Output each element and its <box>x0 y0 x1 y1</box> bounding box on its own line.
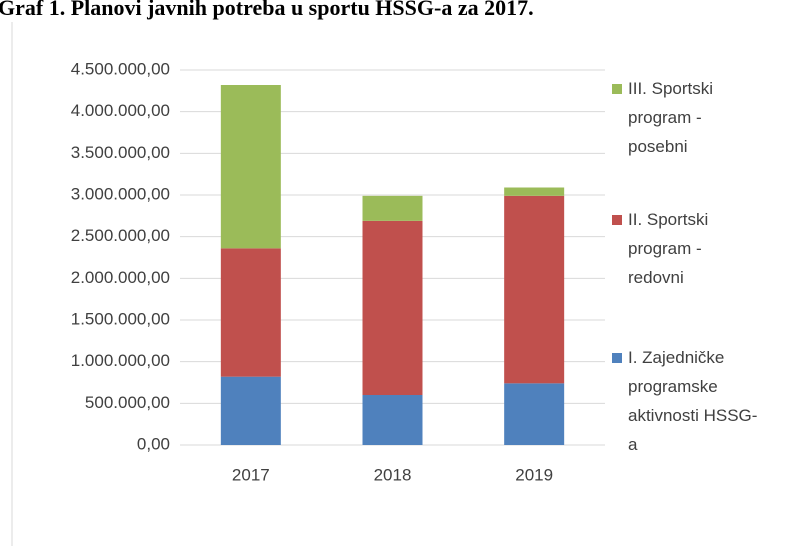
chart-title: Graf 1. Planovi javnih potreba u sportu … <box>0 0 534 20</box>
x-tick-label: 2017 <box>232 465 270 484</box>
y-tick-label: 2.000.000,00 <box>71 268 170 287</box>
bar-segment <box>362 195 423 221</box>
bar-segment <box>220 376 281 445</box>
legend-entry: III. Sportski program - posebni <box>612 74 762 161</box>
legend-swatch <box>612 353 622 363</box>
y-tick-label: 500.000,00 <box>85 393 170 412</box>
bar-segment <box>504 195 565 384</box>
legend-label: II. Sportski program - redovni <box>628 210 709 287</box>
legend-entry: I. Zajedničke programske aktivnosti HSSG… <box>612 343 762 459</box>
x-tick-label: 2019 <box>515 465 553 484</box>
y-tick-label: 3.000.000,00 <box>71 184 170 203</box>
y-tick-label: 1.500.000,00 <box>71 309 170 328</box>
y-tick-label: 1.000.000,00 <box>71 351 170 370</box>
legend-entry: II. Sportski program - redovni <box>612 205 762 292</box>
y-tick-label: 4.500.000,00 <box>71 59 170 78</box>
y-tick-label: 0,00 <box>137 434 170 453</box>
y-tick-label: 4.000.000,00 <box>71 101 170 120</box>
bar-segment <box>362 220 423 395</box>
bar-segment <box>220 85 281 249</box>
legend-label: I. Zajedničke programske aktivnosti HSSG… <box>628 348 758 454</box>
legend-swatch <box>612 84 622 94</box>
legend-swatch <box>612 215 622 225</box>
bar-segment <box>504 187 565 196</box>
x-tick-label: 2018 <box>374 465 412 484</box>
bar-segment <box>362 395 423 445</box>
bar-segment <box>220 248 281 377</box>
legend-label: III. Sportski program - posebni <box>628 79 714 156</box>
bar-segment <box>504 383 565 445</box>
y-tick-label: 2.500.000,00 <box>71 226 170 245</box>
y-tick-label: 3.500.000,00 <box>71 143 170 162</box>
